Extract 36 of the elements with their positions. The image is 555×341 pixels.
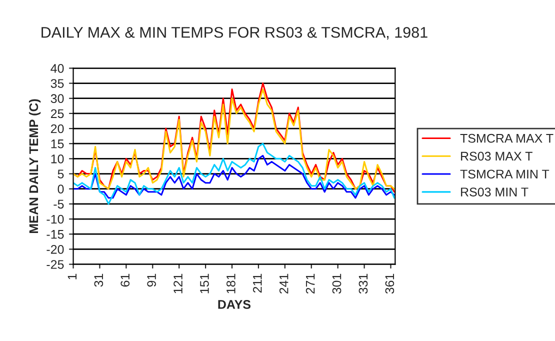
x-tick-label: 181 [226,274,236,294]
y-tick-label: -5 [54,200,64,209]
x-tick-label: 361 [385,274,394,294]
line-series [73,142,396,205]
line-series [73,154,396,199]
x-tick-label: 91 [147,274,156,287]
x-tick-label: 1 [68,274,76,280]
y-tick-label: 35 [50,79,64,88]
legend-label: RS03 MAX T [461,152,532,161]
legend-label: RS03 MIN T [461,188,528,196]
y-tick-label: -15 [46,230,64,239]
x-tick-label: 121 [174,274,182,294]
x-tick-label: 271 [306,274,315,294]
x-tick-label: 31 [94,274,104,287]
x-tick-label: 301 [332,274,342,294]
chart-title: DAILY MAX & MIN TEMPS FOR RS03 & TSMCRA, 1981 [42,26,428,40]
x-axis-title: DAYS [218,300,251,309]
y-tick-label: -25 [46,260,64,269]
y-tick-label: 10 [51,154,64,164]
y-tick-label: -10 [46,214,64,224]
x-tick-label: 61 [120,274,130,287]
y-tick-label: 15 [51,140,64,148]
y-tick-label: 40 [50,64,64,73]
y-tick-label: 20 [50,124,64,134]
x-tick-label: 331 [358,274,368,294]
x-tick-label: 241 [279,274,288,294]
y-tick-label: 25 [50,109,64,118]
y-tick-label: 5 [58,170,64,178]
legend-label: TSMCRA MIN T [460,170,550,179]
y-tick-label: 0 [58,184,64,194]
x-tick-label: 211 [252,274,262,293]
x-tick-label: 151 [200,274,209,294]
y-tick-label: -20 [46,244,64,254]
y-tick-label: 30 [50,94,64,104]
legend-label: TSMCRA MAX T [460,134,554,143]
y-axis-title: MEAN DAILY TEMP (C) [28,99,41,234]
